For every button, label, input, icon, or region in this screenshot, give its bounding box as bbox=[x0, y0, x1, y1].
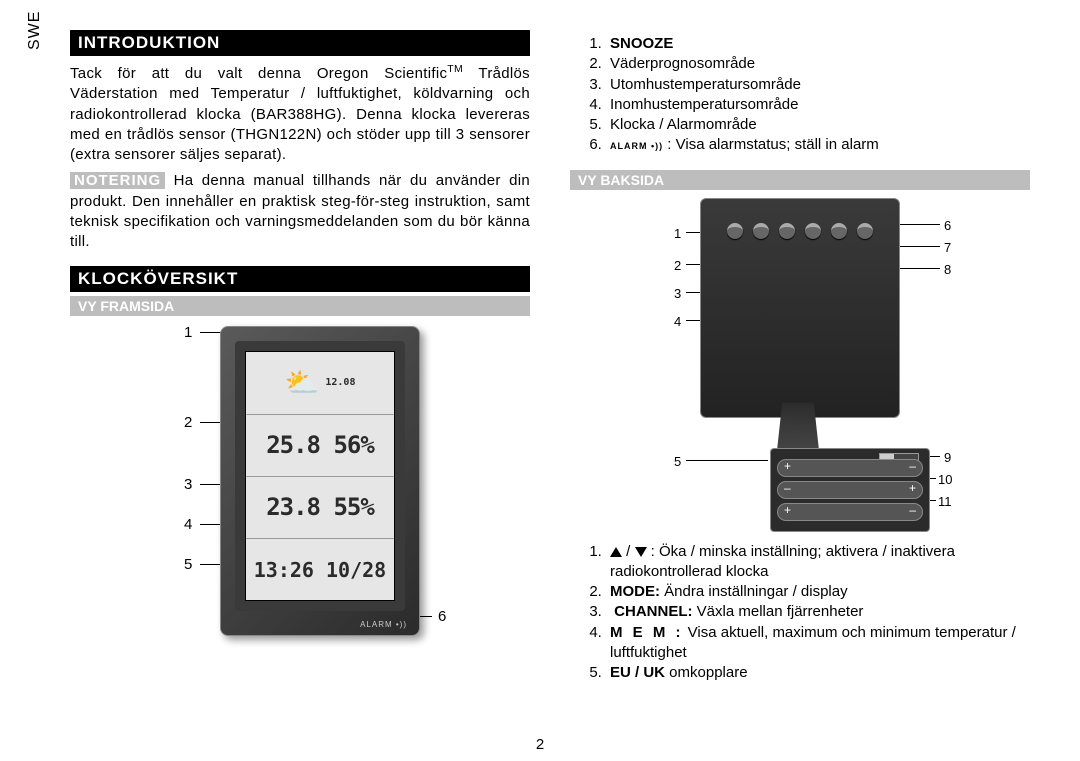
weather-icon: ⛅ bbox=[285, 366, 320, 399]
list-item: EU / UK omkopplare bbox=[606, 663, 1030, 683]
callout-2: 2 bbox=[184, 414, 192, 431]
back-button bbox=[779, 223, 795, 239]
back-button bbox=[831, 223, 847, 239]
front-legend-list: SNOOZE Väderprognosområde Utomhustempera… bbox=[606, 34, 1030, 156]
back-button bbox=[857, 223, 873, 239]
back-button bbox=[753, 223, 769, 239]
list-item: SNOOZE bbox=[606, 34, 1030, 54]
back-legend-list: / : Öka / minska inställning; aktivera /… bbox=[606, 542, 1030, 684]
button-row bbox=[701, 223, 899, 239]
tm-mark: TM bbox=[447, 63, 463, 75]
back-callout-3: 3 bbox=[674, 286, 681, 301]
callout-3: 3 bbox=[184, 476, 192, 493]
alarm-text-icon: ALARM •)) bbox=[610, 141, 663, 151]
back-callout-6: 6 bbox=[944, 218, 951, 233]
triangle-up-icon bbox=[610, 547, 622, 557]
list-item: CHANNEL: Växla mellan fjärrenheter bbox=[606, 602, 1030, 622]
list-item: MODE: Ändra inställningar / display bbox=[606, 582, 1030, 602]
battery-icon bbox=[777, 459, 923, 477]
device-back bbox=[700, 198, 900, 418]
list-item: Väderprognosområde bbox=[606, 54, 1030, 74]
device-front: ⛅ 12.08 25.8 56% 23.8 55% 13:26 10/28 AL… bbox=[220, 326, 420, 636]
left-column: INTRODUKTION Tack för att du valt denna … bbox=[70, 30, 530, 676]
back-button bbox=[805, 223, 821, 239]
intro-text-a: Tack för att du valt denna Oregon Scient… bbox=[70, 65, 447, 82]
callout-5: 5 bbox=[184, 556, 192, 573]
page-number: 2 bbox=[536, 736, 544, 753]
list-item: Inomhustemperatursområde bbox=[606, 95, 1030, 115]
back-callout-1: 1 bbox=[674, 226, 681, 241]
note-paragraph: NOTERING Ha denna manual tillhands när d… bbox=[70, 171, 530, 252]
back-callout-5: 5 bbox=[674, 454, 681, 469]
note-label: NOTERING bbox=[70, 172, 165, 189]
back-view-header: VY BAKSIDA bbox=[570, 170, 1030, 190]
callout-4: 4 bbox=[184, 516, 192, 533]
right-column: SNOOZE Väderprognosområde Utomhustempera… bbox=[570, 30, 1030, 687]
list-item: M E M : Visa aktuell, maximum och minimu… bbox=[606, 623, 1030, 664]
device-stand bbox=[777, 402, 819, 450]
intro-paragraph: Tack för att du valt denna Oregon Scient… bbox=[70, 62, 530, 165]
back-callout-4: 4 bbox=[674, 314, 681, 329]
battery-icon bbox=[777, 503, 923, 521]
list-item: / : Öka / minska inställning; aktivera /… bbox=[606, 542, 1030, 583]
back-callout-9: 9 bbox=[944, 450, 951, 465]
screen-outdoor-row: 25.8 56% bbox=[246, 415, 394, 477]
callout-6: 6 bbox=[438, 608, 446, 625]
overview-header: KLOCKÖVERSIKT bbox=[70, 266, 530, 292]
back-callout-10: 10 bbox=[938, 472, 952, 487]
callout-1: 1 bbox=[184, 324, 192, 341]
back-callout-7: 7 bbox=[944, 240, 951, 255]
triangle-down-icon bbox=[635, 547, 647, 557]
introduction-header: INTRODUKTION bbox=[70, 30, 530, 56]
pressure-value: 12.08 bbox=[325, 377, 355, 388]
front-view-header: VY FRAMSIDA bbox=[70, 296, 530, 316]
back-callout-2: 2 bbox=[674, 258, 681, 273]
language-tab: SWE bbox=[26, 11, 44, 50]
back-button bbox=[727, 223, 743, 239]
screen-indoor-row: 23.8 55% bbox=[246, 477, 394, 539]
product-back-illustration: 1 2 3 4 5 6 7 8 9 10 11 bbox=[600, 198, 1000, 538]
product-front-illustration: 1 2 3 4 5 6 ⛅ 12.08 25.8 56% 23.8 55% 13… bbox=[120, 326, 480, 676]
alarm-indicator: ALARM •)) bbox=[360, 620, 407, 629]
back-callout-8: 8 bbox=[944, 262, 951, 277]
battery-icon bbox=[777, 481, 923, 499]
back-callout-11: 11 bbox=[938, 494, 952, 509]
list-item: ALARM •)) : Visa alarmstatus; ställ in a… bbox=[606, 135, 1030, 155]
screen-weather-row: ⛅ 12.08 bbox=[246, 352, 394, 414]
list-item: Utomhustemperatursområde bbox=[606, 75, 1030, 95]
battery-compartment bbox=[770, 448, 930, 532]
list-item: Klocka / Alarmområde bbox=[606, 115, 1030, 135]
screen-clock-row: 13:26 10/28 bbox=[246, 539, 394, 600]
